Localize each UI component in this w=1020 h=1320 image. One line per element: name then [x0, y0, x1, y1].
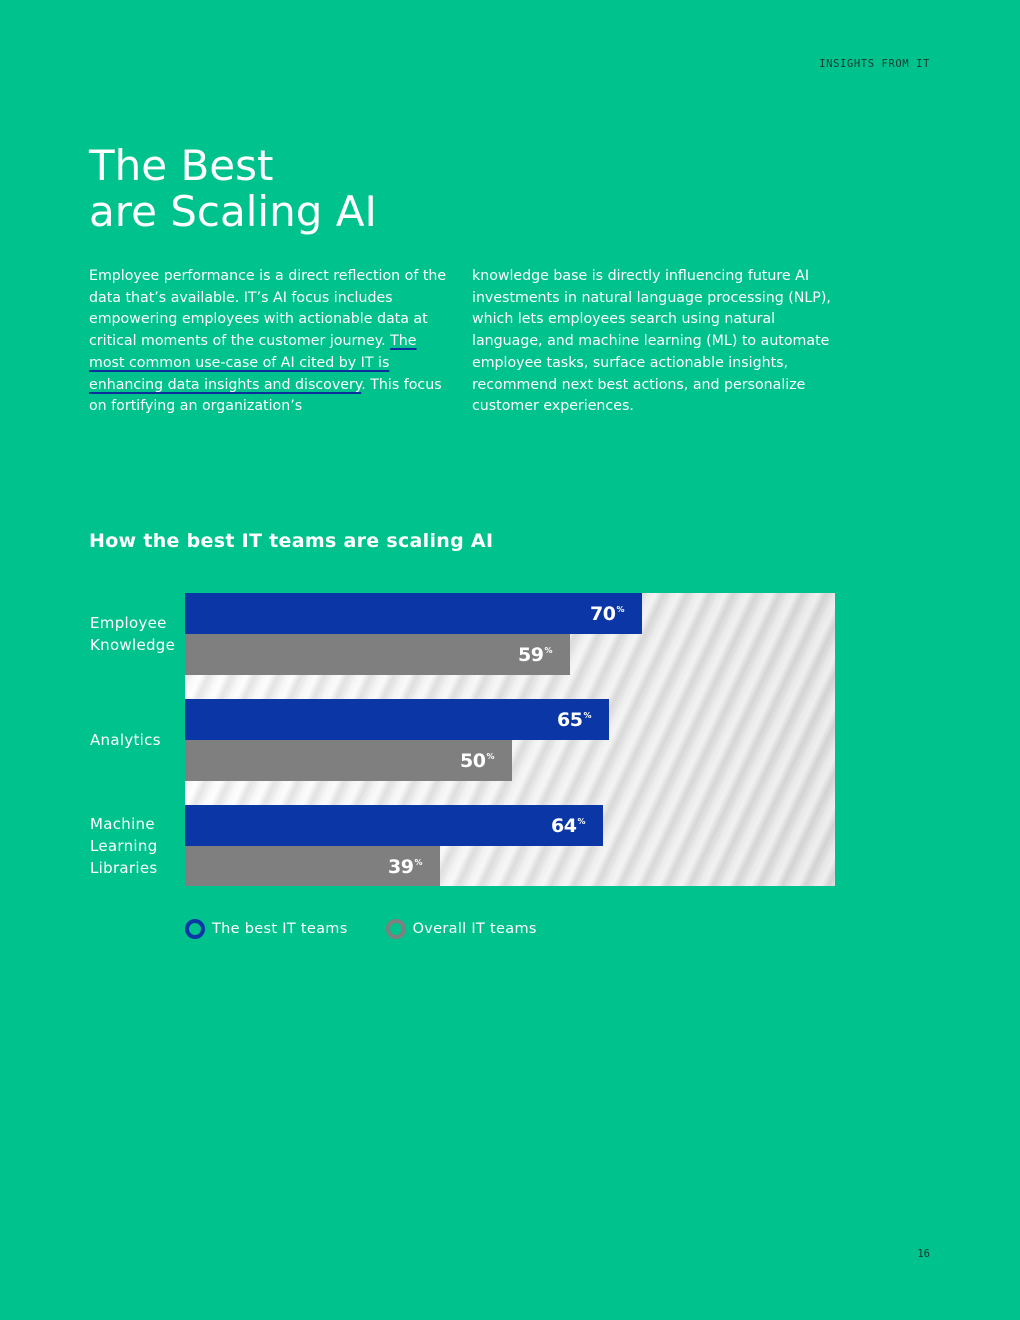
- bar-value-label: 50%: [460, 749, 494, 772]
- page-number: 16: [917, 1248, 930, 1260]
- bar-chart: 70% 59% 65% 50% 64% 39%: [185, 593, 835, 886]
- title-line-1: The Best: [89, 141, 274, 190]
- title-line-2: are Scaling AI: [89, 187, 377, 236]
- chart-title: How the best IT teams are scaling AI: [89, 530, 494, 552]
- legend-label: The best IT teams: [212, 921, 348, 937]
- bar-value-label: 64%: [551, 814, 585, 837]
- bar-best-2: 65%: [185, 699, 609, 740]
- section-label: INSIGHTS FROM IT: [819, 58, 930, 70]
- bar-overall-2: 50%: [185, 740, 512, 781]
- percent-sign: %: [414, 857, 422, 867]
- bar-value-label: 65%: [557, 708, 591, 731]
- percent-sign: %: [577, 816, 585, 826]
- legend-ring-icon: [385, 919, 406, 939]
- percent-sign: %: [616, 604, 624, 614]
- legend-item: Overall IT teams: [385, 919, 537, 939]
- category-label: Employee Knowledge: [90, 614, 176, 654]
- percent-sign: %: [583, 710, 591, 720]
- body-text-right: knowledge base is directly influencing f…: [472, 268, 831, 415]
- bar-value-label: 39%: [388, 855, 422, 878]
- category-label: Machine Learning Libraries: [90, 815, 158, 877]
- bar-overall-1: 59%: [185, 634, 570, 675]
- bar-best-3: 64%: [185, 805, 603, 846]
- page-title: The Best are Scaling AI: [89, 143, 509, 235]
- bar-overall-3: 39%: [185, 846, 440, 886]
- bar-value-label: 70%: [590, 602, 624, 625]
- legend-item: The best IT teams: [185, 919, 348, 939]
- bar-best-1: 70%: [185, 593, 642, 634]
- category-label: Analytics: [90, 731, 161, 749]
- legend-ring-icon: [185, 919, 205, 939]
- body-text-left: Employee performance is a direct reflect…: [89, 266, 449, 418]
- bar-value-label: 59%: [518, 643, 552, 666]
- body-left-outro: . This focus on fortifying an organizati…: [89, 376, 442, 415]
- body-left-intro: Employee performance is a direct reflect…: [89, 268, 447, 350]
- percent-sign: %: [486, 751, 494, 761]
- highlighted-link[interactable]: The most common use-case of AI cited by …: [89, 333, 417, 393]
- chart-legend: The best IT teams Overall IT teams: [185, 919, 575, 939]
- percent-sign: %: [544, 645, 552, 655]
- legend-label: Overall IT teams: [412, 921, 537, 937]
